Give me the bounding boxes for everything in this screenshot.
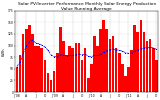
Bar bbox=[133, 25, 136, 92]
Bar bbox=[34, 46, 37, 92]
Bar bbox=[146, 41, 148, 92]
Bar bbox=[47, 74, 49, 92]
Bar bbox=[56, 53, 59, 92]
Bar bbox=[81, 60, 83, 92]
Bar bbox=[78, 43, 80, 92]
Bar bbox=[68, 46, 71, 92]
Title: Solar PV/Inverter Performance Monthly Solar Energy Production Value Running Aver: Solar PV/Inverter Performance Monthly So… bbox=[18, 2, 156, 11]
Bar bbox=[31, 34, 34, 92]
Bar bbox=[71, 48, 74, 92]
Bar bbox=[62, 41, 65, 92]
Bar bbox=[53, 71, 56, 92]
Bar bbox=[75, 43, 77, 92]
Bar bbox=[149, 39, 152, 92]
Bar bbox=[112, 36, 114, 92]
Bar bbox=[143, 32, 145, 92]
Bar bbox=[37, 46, 40, 92]
Bar bbox=[155, 60, 158, 92]
Bar bbox=[136, 32, 139, 92]
Bar bbox=[121, 64, 124, 92]
Bar bbox=[96, 46, 99, 92]
Bar bbox=[118, 53, 120, 92]
Bar bbox=[109, 39, 111, 92]
Bar bbox=[90, 64, 93, 92]
Bar bbox=[16, 66, 18, 92]
Bar bbox=[84, 48, 86, 92]
Bar bbox=[127, 66, 130, 92]
Bar bbox=[93, 36, 96, 92]
Bar bbox=[44, 60, 46, 92]
Bar bbox=[87, 78, 90, 92]
Bar bbox=[25, 29, 28, 92]
Bar bbox=[152, 48, 155, 92]
Bar bbox=[65, 55, 68, 92]
Bar bbox=[19, 55, 21, 92]
Bar bbox=[99, 29, 102, 92]
Bar bbox=[115, 48, 117, 92]
Bar bbox=[105, 29, 108, 92]
Bar bbox=[22, 34, 24, 92]
Bar bbox=[50, 80, 52, 92]
Bar bbox=[130, 50, 133, 92]
Bar bbox=[28, 25, 31, 92]
Bar bbox=[124, 76, 127, 92]
Bar bbox=[40, 48, 43, 92]
Bar bbox=[59, 27, 62, 92]
Y-axis label: kWh: kWh bbox=[2, 47, 6, 56]
Bar bbox=[102, 20, 105, 92]
Bar bbox=[140, 20, 142, 92]
